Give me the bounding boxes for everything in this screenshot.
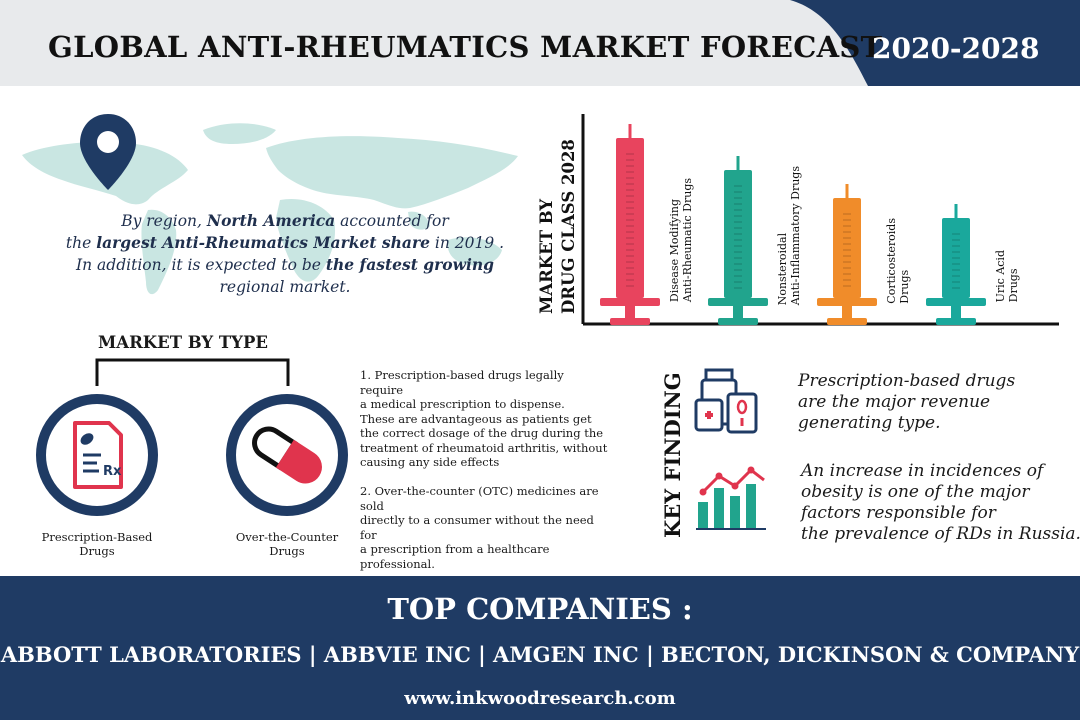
region-statement: By region, North America accounted for t… bbox=[65, 211, 505, 296]
drug-label-dmard: Disease Modifying Anti-Rheumatic Drugs bbox=[668, 178, 694, 303]
header-year-shape bbox=[790, 0, 1080, 86]
drug-label-nsaid: Nonsteroidal Anti-Inflammatory Drugs bbox=[776, 166, 802, 306]
top-companies-list: ABBOTT LABORATORIES | ABBVIE INC | AMGEN… bbox=[0, 642, 1080, 667]
svg-text:Rx: Rx bbox=[103, 464, 122, 479]
prescription-icon: Rx bbox=[73, 421, 123, 489]
svg-text:DRUG CLASS 2028: DRUG CLASS 2028 bbox=[559, 139, 578, 314]
syringe-corticosteroids bbox=[817, 184, 877, 325]
drug-label-uric-acid: Uric Acid Drugs bbox=[994, 250, 1020, 303]
type-bracket bbox=[95, 358, 290, 386]
svg-text:KEY FINDING: KEY FINDING bbox=[660, 372, 685, 538]
drug-label-corticosteroids: Corticosteroids Drugs bbox=[885, 218, 911, 304]
syringe-uric-acid bbox=[926, 204, 986, 325]
location-pin-icon bbox=[80, 114, 136, 190]
otc-type-icon bbox=[226, 394, 348, 516]
capsule-icon bbox=[252, 426, 322, 484]
page-title: GLOBAL ANTI-RHEUMATICS MARKET FORECAST bbox=[48, 30, 883, 64]
drug-class-chart bbox=[581, 114, 1059, 326]
syringe-nsaid bbox=[708, 156, 768, 325]
growth-chart-icon bbox=[696, 466, 766, 530]
key-finding-2: An increase in incidences of obesity is … bbox=[801, 461, 1080, 544]
forecast-years: 2020-2028 bbox=[872, 32, 1040, 65]
prescription-description: 1. Prescription-based drugs legally requ… bbox=[360, 368, 608, 469]
medicine-bottles-icon bbox=[694, 368, 758, 434]
market-by-type-title: MARKET BY TYPE bbox=[98, 333, 268, 352]
world-map-icon bbox=[22, 123, 518, 295]
website-link[interactable]: www.inkwoodresearch.com bbox=[404, 688, 676, 709]
prescription-type-icon: Rx bbox=[36, 394, 158, 516]
svg-text:MARKET BY: MARKET BY bbox=[537, 199, 556, 314]
footer-band bbox=[0, 576, 1080, 720]
drug-class-chart-title: MARKET BY DRUG CLASS 2028 bbox=[537, 139, 578, 314]
key-finding-title: KEY FINDING bbox=[660, 372, 685, 538]
key-finding-1: Prescription-based drugs are the major r… bbox=[798, 371, 1016, 433]
otc-description: 2. Over-the-counter (OTC) medicines are … bbox=[360, 484, 599, 571]
syringe-dmard bbox=[600, 124, 660, 325]
top-companies-title: TOP COMPANIES : bbox=[387, 592, 693, 626]
type-label-prescription: Prescription-Based Drugs bbox=[41, 530, 153, 558]
type-label-otc: Over-the-Counter Drugs bbox=[235, 530, 339, 558]
